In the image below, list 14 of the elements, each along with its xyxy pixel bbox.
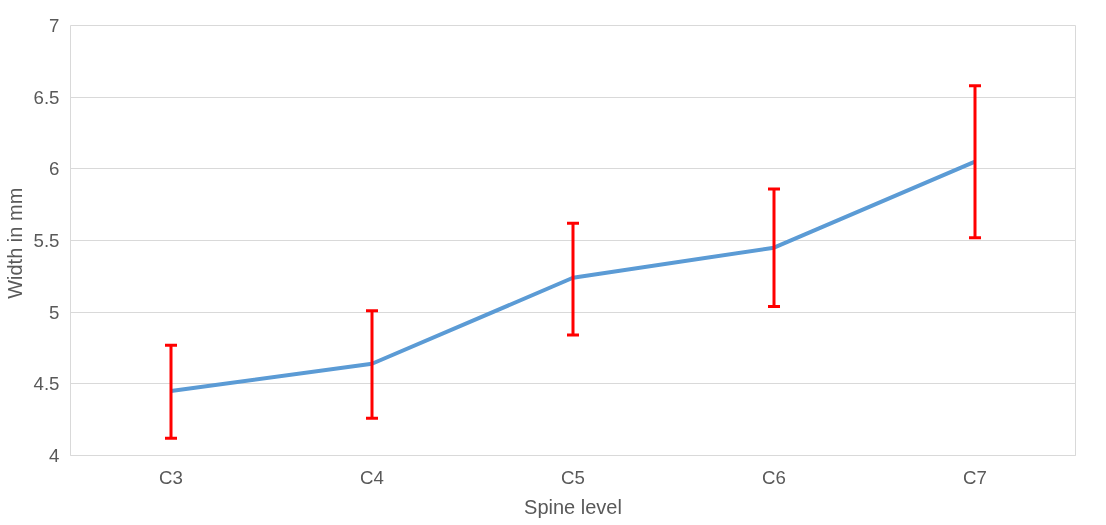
y-tick-label: 5.5	[33, 230, 60, 251]
x-tick-label: C7	[963, 466, 987, 488]
x-tick-label: C3	[159, 466, 183, 488]
x-axis-title: Spine level	[524, 495, 622, 518]
x-tick-label: C5	[561, 466, 585, 488]
y-tick-label: 6.5	[33, 86, 60, 108]
y-tick-label: 6	[49, 158, 60, 180]
y-tick-label: 5	[49, 301, 60, 323]
y-tick-label: 4	[49, 445, 60, 466]
y-tick-label: 7	[49, 15, 60, 36]
y-axis-title: Width in mm	[3, 187, 26, 299]
y-tick-label: 4.5	[33, 373, 60, 395]
x-tick-label: C4	[360, 466, 384, 488]
x-tick-label: C6	[762, 466, 786, 488]
